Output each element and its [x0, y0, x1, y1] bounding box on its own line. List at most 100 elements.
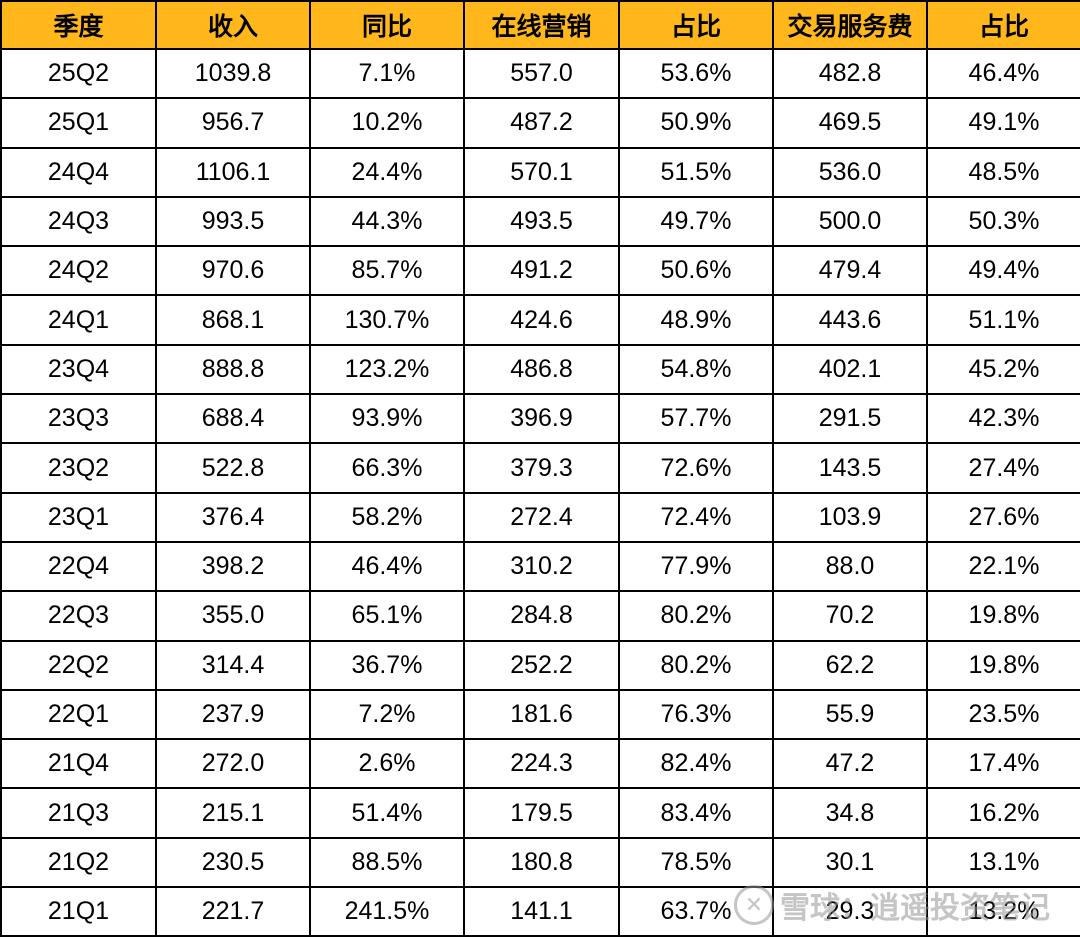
table-cell: 82.4%	[618, 738, 774, 790]
quarter-cell: 24Q3	[0, 195, 157, 248]
table-cell: 570.1	[463, 146, 620, 198]
table-cell: 284.8	[463, 590, 620, 642]
table-cell: 72.4%	[618, 491, 774, 543]
table-cell: 230.5	[155, 836, 311, 889]
table-cell: 49.1%	[926, 97, 1080, 149]
header-cell: 同比	[309, 0, 465, 50]
table-cell: 83.4%	[618, 787, 774, 839]
table-cell: 29.3	[772, 886, 928, 938]
quarter-cell: 23Q2	[0, 442, 157, 494]
table-cell: 54.8%	[618, 343, 774, 396]
table-cell: 50.9%	[618, 97, 774, 149]
quarter-cell: 23Q1	[0, 491, 157, 543]
quarter-cell: 23Q3	[0, 393, 157, 445]
header-cell: 占比	[618, 0, 774, 50]
table-cell: 93.9%	[309, 393, 465, 445]
table-cell: 557.0	[463, 47, 620, 100]
table-cell: 469.5	[772, 97, 928, 149]
table-row: 23Q4 888.8 123.2% 486.8 54.8% 402.1 45.2%	[0, 343, 1080, 396]
table-cell: 55.9	[772, 688, 928, 741]
table-cell: 141.1	[463, 886, 620, 938]
header-row: 季度 收入 同比 在线营销 占比 交易服务费 占比	[0, 0, 1080, 50]
header-cell: 季度	[0, 0, 157, 50]
table-cell: 310.2	[463, 540, 620, 593]
table-row: 23Q1 376.4 58.2% 272.4 72.4% 103.9 27.6%	[0, 491, 1080, 543]
table-cell: 536.0	[772, 146, 928, 198]
table-cell: 272.0	[155, 738, 311, 790]
table-cell: 993.5	[155, 195, 311, 248]
table-header: 季度 收入 同比 在线营销 占比 交易服务费 占比	[0, 0, 1080, 50]
quarter-cell: 24Q1	[0, 294, 157, 346]
table-cell: 66.3%	[309, 442, 465, 494]
header-cell: 占比	[926, 0, 1080, 50]
table-cell: 402.1	[772, 343, 928, 396]
header-cell: 收入	[155, 0, 311, 50]
quarter-cell: 24Q2	[0, 245, 157, 297]
table-row: 23Q3 688.4 93.9% 396.9 57.7% 291.5 42.3%	[0, 393, 1080, 445]
table-cell: 51.4%	[309, 787, 465, 839]
table-cell: 36.7%	[309, 639, 465, 691]
table-cell: 78.5%	[618, 836, 774, 889]
quarter-cell: 21Q3	[0, 787, 157, 839]
table-cell: 62.2	[772, 639, 928, 691]
quarter-cell: 25Q1	[0, 97, 157, 149]
table-cell: 272.4	[463, 491, 620, 543]
table-row: 21Q3 215.1 51.4% 179.5 83.4% 34.8 16.2%	[0, 787, 1080, 839]
table-cell: 76.3%	[618, 688, 774, 741]
quarter-cell: 22Q3	[0, 590, 157, 642]
table-cell: 688.4	[155, 393, 311, 445]
table-cell: 22.1%	[926, 540, 1080, 593]
table-cell: 63.7%	[618, 886, 774, 938]
table-cell: 80.2%	[618, 639, 774, 691]
table-row: 21Q4 272.0 2.6% 224.3 82.4% 47.2 17.4%	[0, 738, 1080, 790]
table-cell: 522.8	[155, 442, 311, 494]
table-cell: 13.2%	[926, 886, 1080, 938]
table-cell: 19.8%	[926, 639, 1080, 691]
table-cell: 888.8	[155, 343, 311, 396]
table-cell: 70.2	[772, 590, 928, 642]
table-cell: 19.8%	[926, 590, 1080, 642]
table-cell: 482.8	[772, 47, 928, 100]
quarter-cell: 21Q4	[0, 738, 157, 790]
table-cell: 34.8	[772, 787, 928, 839]
table-cell: 424.6	[463, 294, 620, 346]
table-cell: 181.6	[463, 688, 620, 741]
table-cell: 51.5%	[618, 146, 774, 198]
table-row: 24Q3 993.5 44.3% 493.5 49.7% 500.0 50.3%	[0, 195, 1080, 248]
table-row: 24Q2 970.6 85.7% 491.2 50.6% 479.4 49.4%	[0, 245, 1080, 297]
table-row: 22Q2 314.4 36.7% 252.2 80.2% 62.2 19.8%	[0, 639, 1080, 691]
table-cell: 143.5	[772, 442, 928, 494]
table-cell: 500.0	[772, 195, 928, 248]
table-cell: 443.6	[772, 294, 928, 346]
table-cell: 30.1	[772, 836, 928, 889]
table-cell: 51.1%	[926, 294, 1080, 346]
table-cell: 291.5	[772, 393, 928, 445]
header-cell: 交易服务费	[772, 0, 928, 50]
table-cell: 355.0	[155, 590, 311, 642]
table-row: 21Q2 230.5 88.5% 180.8 78.5% 30.1 13.1%	[0, 836, 1080, 889]
table-row: 22Q1 237.9 7.2% 181.6 76.3% 55.9 23.5%	[0, 688, 1080, 741]
table-cell: 85.7%	[309, 245, 465, 297]
table-cell: 224.3	[463, 738, 620, 790]
table-cell: 58.2%	[309, 491, 465, 543]
table-cell: 398.2	[155, 540, 311, 593]
table-cell: 379.3	[463, 442, 620, 494]
table-cell: 1106.1	[155, 146, 311, 198]
table-cell: 7.1%	[309, 47, 465, 100]
table-cell: 314.4	[155, 639, 311, 691]
table-cell: 491.2	[463, 245, 620, 297]
table-cell: 252.2	[463, 639, 620, 691]
table-cell: 44.3%	[309, 195, 465, 248]
table-cell: 487.2	[463, 97, 620, 149]
table-cell: 46.4%	[926, 47, 1080, 100]
table-cell: 48.9%	[618, 294, 774, 346]
table-cell: 493.5	[463, 195, 620, 248]
table-cell: 221.7	[155, 886, 311, 938]
quarter-cell: 21Q1	[0, 886, 157, 938]
table-cell: 24.4%	[309, 146, 465, 198]
table-cell: 72.6%	[618, 442, 774, 494]
table-cell: 237.9	[155, 688, 311, 741]
table-cell: 46.4%	[309, 540, 465, 593]
table-cell: 45.2%	[926, 343, 1080, 396]
table-cell: 65.1%	[309, 590, 465, 642]
